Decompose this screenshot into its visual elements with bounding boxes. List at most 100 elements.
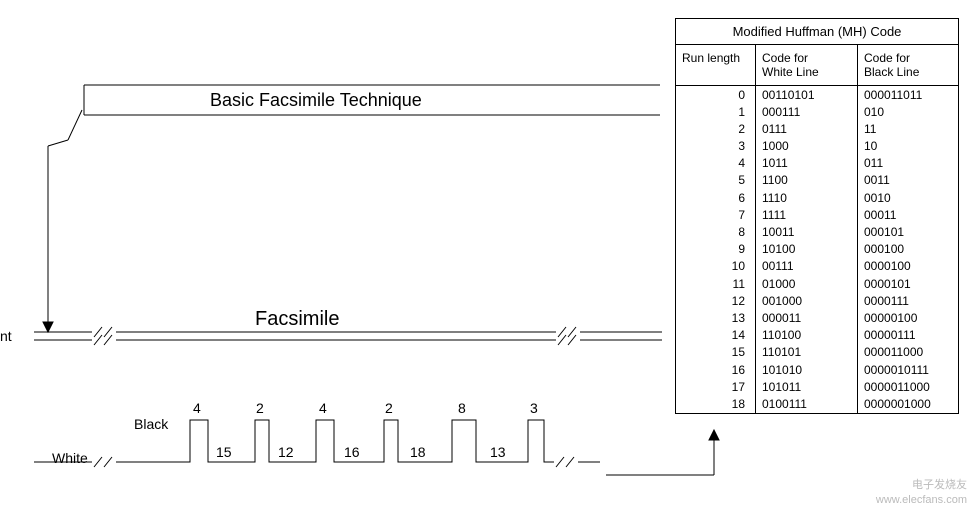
- cell-white: 10011: [756, 224, 858, 241]
- mh-table-header: Run length Code forWhite Line Code forBl…: [676, 45, 958, 86]
- table-row: 10001110000100: [676, 258, 958, 275]
- pulse-top-label: 2: [256, 400, 264, 416]
- cell-black: 11: [858, 120, 958, 137]
- cell-runlength: 11: [676, 275, 756, 292]
- cell-white: 0100111: [756, 395, 858, 412]
- cell-black: 00011: [858, 206, 958, 223]
- cell-runlength: 16: [676, 361, 756, 378]
- mh-header-white: Code forWhite Line: [756, 45, 858, 85]
- table-row: 1411010000000111: [676, 327, 958, 344]
- pulse-gap-label: 18: [410, 444, 426, 460]
- table-row: 120010000000111: [676, 292, 958, 309]
- table-row: 000110101000011011: [676, 86, 958, 103]
- cell-runlength: 15: [676, 344, 756, 361]
- cell-black: 00000100: [858, 309, 958, 326]
- cell-black: 010: [858, 103, 958, 120]
- cell-white: 1111: [756, 206, 858, 223]
- table-row: 611100010: [676, 189, 958, 206]
- cell-runlength: 2: [676, 120, 756, 137]
- cell-runlength: 12: [676, 292, 756, 309]
- cell-black: 0000101: [858, 275, 958, 292]
- pulse-top-label: 3: [530, 400, 538, 416]
- cell-black: 0000010111: [858, 361, 958, 378]
- table-row: 15110101000011000: [676, 344, 958, 361]
- cell-black: 0000011000: [858, 378, 958, 395]
- table-row: 161010100000010111: [676, 361, 958, 378]
- cell-runlength: 8: [676, 224, 756, 241]
- cell-white: 101010: [756, 361, 858, 378]
- cell-white: 000111: [756, 103, 858, 120]
- pulse-gap-label: 16: [344, 444, 360, 460]
- cell-white: 0111: [756, 120, 858, 137]
- table-row: 910100000100: [676, 241, 958, 258]
- cell-black: 011: [858, 155, 958, 172]
- cell-black: 0011: [858, 172, 958, 189]
- title-band-text: Basic Facsimile Technique: [210, 90, 422, 111]
- pulse-gap-label: 12: [278, 444, 294, 460]
- black-label: Black: [134, 416, 168, 432]
- table-row: 171010110000011000: [676, 378, 958, 395]
- watermark: 电子发烧友 www.elecfans.com: [876, 478, 967, 507]
- cell-black: 0000100: [858, 258, 958, 275]
- table-row: 3100010: [676, 138, 958, 155]
- cell-black: 000101: [858, 224, 958, 241]
- cell-runlength: 17: [676, 378, 756, 395]
- facsimile-label: Facsimile: [255, 308, 339, 331]
- white-label: White: [52, 450, 88, 466]
- table-row: 7111100011: [676, 206, 958, 223]
- watermark-line2: www.elecfans.com: [876, 493, 967, 507]
- pulse-gap-label: 15: [216, 444, 232, 460]
- table-row: 11010000000101: [676, 275, 958, 292]
- table-row: 1801001110000001000: [676, 395, 958, 412]
- cell-white: 1110: [756, 189, 858, 206]
- cell-runlength: 0: [676, 86, 756, 103]
- cell-white: 110100: [756, 327, 858, 344]
- mh-table-title: Modified Huffman (MH) Code: [676, 19, 958, 45]
- cell-white: 1100: [756, 172, 858, 189]
- cell-black: 000011000: [858, 344, 958, 361]
- cell-runlength: 6: [676, 189, 756, 206]
- cell-black: 00000111: [858, 327, 958, 344]
- cell-black: 0010: [858, 189, 958, 206]
- cell-white: 00110101: [756, 86, 858, 103]
- cell-white: 101011: [756, 378, 858, 395]
- table-row: 1300001100000100: [676, 309, 958, 326]
- table-row: 2011111: [676, 120, 958, 137]
- cell-white: 1000: [756, 138, 858, 155]
- mh-header-black: Code forBlack Line: [858, 45, 958, 85]
- cell-white: 1011: [756, 155, 858, 172]
- cell-black: 10: [858, 138, 958, 155]
- watermark-line1: 电子发烧友: [876, 478, 967, 492]
- mh-header-runlength: Run length: [676, 45, 756, 85]
- pulse-gap-label: 13: [490, 444, 506, 460]
- pulse-top-label: 8: [458, 400, 466, 416]
- cell-white: 00111: [756, 258, 858, 275]
- cell-white: 10100: [756, 241, 858, 258]
- cell-white: 000011: [756, 309, 858, 326]
- cell-runlength: 3: [676, 138, 756, 155]
- table-row: 511000011: [676, 172, 958, 189]
- pulse-top-label: 2: [385, 400, 393, 416]
- cell-runlength: 14: [676, 327, 756, 344]
- table-row: 810011000101: [676, 224, 958, 241]
- pulse-top-label: 4: [319, 400, 327, 416]
- cell-runlength: 10: [676, 258, 756, 275]
- cell-runlength: 9: [676, 241, 756, 258]
- mh-code-table: Modified Huffman (MH) Code Run length Co…: [675, 18, 959, 414]
- cell-black: 000011011: [858, 86, 958, 103]
- cell-runlength: 1: [676, 103, 756, 120]
- left-partial-text: nt: [0, 328, 12, 344]
- cell-black: 000100: [858, 241, 958, 258]
- cell-runlength: 18: [676, 395, 756, 412]
- cell-black: 0000001000: [858, 395, 958, 412]
- cell-runlength: 4: [676, 155, 756, 172]
- table-row: 41011011: [676, 155, 958, 172]
- cell-white: 110101: [756, 344, 858, 361]
- table-row: 1000111010: [676, 103, 958, 120]
- cell-runlength: 5: [676, 172, 756, 189]
- cell-white: 01000: [756, 275, 858, 292]
- cell-runlength: 13: [676, 309, 756, 326]
- cell-white: 001000: [756, 292, 858, 309]
- cell-runlength: 7: [676, 206, 756, 223]
- cell-black: 0000111: [858, 292, 958, 309]
